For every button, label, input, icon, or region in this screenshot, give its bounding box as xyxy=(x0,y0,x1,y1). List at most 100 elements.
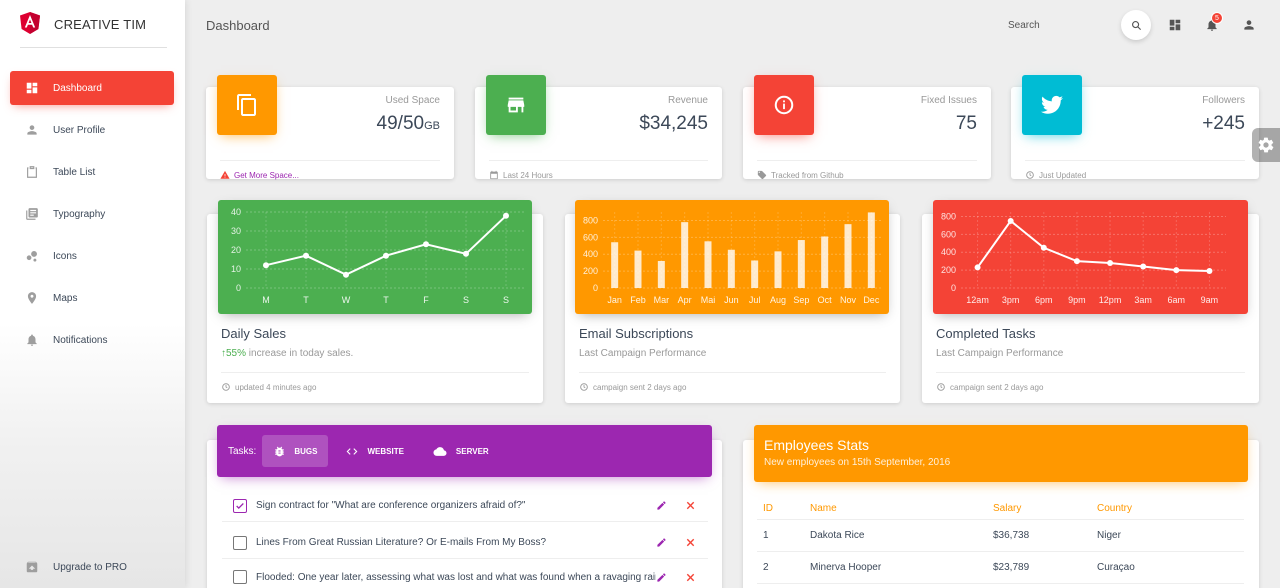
data-point xyxy=(1173,267,1180,274)
table-cell-name: Minerva Hooper xyxy=(810,562,882,573)
table-cell-salary: $23,789 xyxy=(993,562,1030,573)
daily-sales-chart: 0 10 20 30 40 M T W T F S S xyxy=(218,200,532,314)
search-icon xyxy=(1131,20,1141,30)
store-icon xyxy=(486,75,546,135)
bar xyxy=(657,260,665,288)
dashboard-icon xyxy=(26,82,38,94)
person-icon[interactable] xyxy=(1242,18,1256,32)
search-input[interactable]: Search xyxy=(1008,20,1040,31)
stat-footer: Just Updated xyxy=(1025,160,1245,180)
arrow-upward-icon: ↑ xyxy=(221,348,226,359)
brand[interactable]: CREATIVE TIM xyxy=(20,12,167,48)
y-tick-label: 0 xyxy=(951,283,956,293)
sidebar-item-label: Dashboard xyxy=(53,82,102,94)
close-icon[interactable] xyxy=(685,500,696,511)
y-tick-label: 0 xyxy=(593,283,598,293)
chart-subtitle: Last Campaign Performance xyxy=(579,348,707,359)
x-tick-label: Nov xyxy=(840,295,857,305)
sidebar-item-label: Maps xyxy=(53,292,78,304)
bar xyxy=(727,249,735,288)
series-line xyxy=(976,219,1210,273)
info-outline-icon xyxy=(754,75,814,135)
x-tick-label: W xyxy=(342,295,351,305)
dashboard-icon[interactable] xyxy=(1168,18,1182,32)
x-tick-label: 9am xyxy=(1201,295,1219,305)
x-tick-label: Sep xyxy=(793,295,809,305)
sidebar-item-label: Typography xyxy=(53,208,106,220)
task-row: Sign contract for "What are conference o… xyxy=(222,490,708,522)
table-divider xyxy=(757,519,1244,520)
table-divider xyxy=(757,551,1244,552)
task-checkbox[interactable] xyxy=(233,570,247,584)
close-icon[interactable] xyxy=(685,537,696,548)
x-tick-label: 3am xyxy=(1134,295,1152,305)
chart-footer: campaign sent 2 days ago xyxy=(579,372,886,392)
settings-toggle[interactable] xyxy=(1252,128,1280,162)
sidebar-item-typography[interactable]: Typography xyxy=(10,197,174,231)
stat-footer-text: Tracked from Github xyxy=(771,170,844,180)
table-cell-id: 1 xyxy=(763,530,769,541)
tab-server[interactable]: SERVER xyxy=(421,435,500,467)
bar xyxy=(821,236,829,288)
column-header-id: ID xyxy=(763,503,773,514)
data-point xyxy=(1107,259,1114,266)
task-checkbox[interactable] xyxy=(233,498,247,513)
x-tick-label: Mai xyxy=(701,295,716,305)
get-more-space-link[interactable]: Get More Space... xyxy=(234,170,299,180)
edit-icon[interactable] xyxy=(656,537,667,548)
x-tick-label: F xyxy=(423,295,429,305)
employees-title: Employees Stats xyxy=(764,437,870,453)
edit-icon[interactable] xyxy=(656,572,667,583)
data-point xyxy=(503,212,509,219)
sidebar-item-table-list[interactable]: Table List xyxy=(10,155,174,189)
sidebar-item-dashboard[interactable]: Dashboard xyxy=(10,71,174,105)
gear-icon xyxy=(1258,137,1274,153)
x-tick-label: S xyxy=(463,295,469,305)
x-tick-label: 6am xyxy=(1168,295,1186,305)
column-header-salary: Salary xyxy=(993,503,1022,514)
date-range-icon xyxy=(490,170,498,180)
close-icon[interactable] xyxy=(685,572,696,583)
edit-icon[interactable] xyxy=(656,500,667,511)
task-checkbox[interactable] xyxy=(233,535,247,550)
data-point xyxy=(1007,217,1014,224)
y-tick-label: 40 xyxy=(231,207,241,217)
y-tick-label: 400 xyxy=(941,247,956,257)
data-point xyxy=(423,241,429,248)
y-tick-label: 20 xyxy=(231,245,241,255)
tab-bugs[interactable]: BUGS xyxy=(262,435,329,467)
data-point xyxy=(343,271,349,278)
bar xyxy=(634,250,642,288)
x-tick-label: Dec xyxy=(863,295,880,305)
bar xyxy=(844,224,852,288)
x-tick-label: 6pm xyxy=(1035,295,1053,305)
column-header-name: Name xyxy=(810,503,837,514)
code-icon xyxy=(347,447,358,455)
task-text: Flooded: One year later, assessing what … xyxy=(256,571,656,583)
data-point xyxy=(263,262,269,269)
bar xyxy=(611,242,619,288)
bar xyxy=(751,260,759,288)
bell-icon xyxy=(27,334,37,346)
notification-badge: 5 xyxy=(1211,12,1223,24)
access-time-icon xyxy=(937,383,945,391)
sidebar-item-label: Icons xyxy=(53,250,77,262)
location-icon xyxy=(27,292,37,304)
upgrade-to-pro-button[interactable]: Upgrade to PRO xyxy=(10,550,174,584)
tab-website[interactable]: WEBSITE xyxy=(334,435,414,467)
stat-footer: Get More Space... xyxy=(220,160,440,180)
bar xyxy=(681,222,689,288)
task-text: Sign contract for "What are conference o… xyxy=(256,500,526,511)
sidebar-item-user-profile[interactable]: User Profile xyxy=(10,113,174,147)
tasks-header: Tasks: BUGS WEBSITE SERVER xyxy=(217,425,712,477)
chart-subtitle: ↑55% increase in today sales. xyxy=(221,348,354,359)
sidebar-item-icons[interactable]: Icons xyxy=(10,239,174,273)
stat-footer-text: Last 24 Hours xyxy=(503,170,553,180)
x-tick-label: Feb xyxy=(630,295,646,305)
sidebar-item-maps[interactable]: Maps xyxy=(10,281,174,315)
stat-value: +245 xyxy=(1202,113,1245,134)
data-point xyxy=(1206,268,1213,275)
search-button[interactable] xyxy=(1121,10,1151,40)
sidebar-item-notifications[interactable]: Notifications xyxy=(10,323,174,357)
y-tick-label: 600 xyxy=(583,232,598,242)
